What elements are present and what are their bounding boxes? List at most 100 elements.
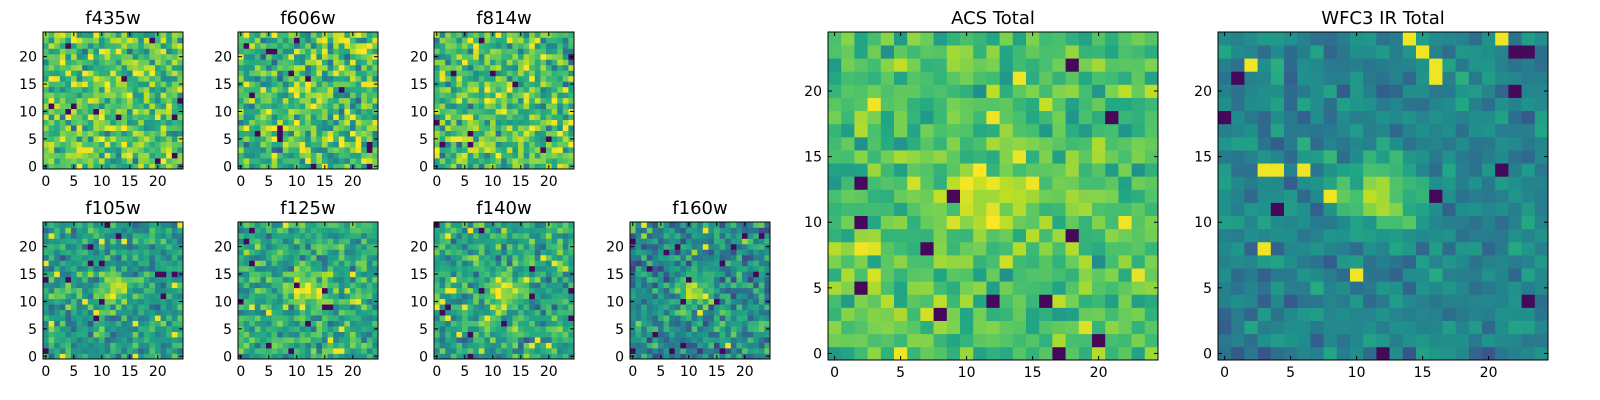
heatmap-cell	[434, 227, 440, 234]
heatmap-cell	[48, 32, 55, 38]
heatmap-cell	[104, 337, 111, 343]
heatmap-cell	[512, 158, 519, 164]
heatmap-cell	[249, 48, 256, 55]
heatmap-cell	[742, 320, 748, 327]
heatmap-cell	[828, 176, 842, 190]
heatmap-cell	[658, 265, 664, 272]
heatmap-cell	[529, 342, 536, 349]
heatmap-cell	[490, 119, 496, 126]
heatmap-f105w	[43, 222, 184, 360]
heatmap-cell	[764, 337, 771, 343]
heatmap-cell	[658, 348, 664, 354]
heatmap-cell	[166, 287, 173, 294]
heatmap-cell	[254, 75, 261, 82]
heatmap-cell	[243, 141, 250, 148]
heatmap-cell	[361, 227, 368, 234]
heatmap-cell	[439, 86, 446, 93]
heatmap-cell	[288, 75, 295, 82]
heatmap-cell	[316, 92, 323, 99]
heatmap-cell	[529, 282, 536, 289]
heatmap-cell	[658, 249, 664, 256]
heatmap-cell	[473, 48, 480, 55]
heatmap-cell	[719, 353, 726, 360]
heatmap-cell	[310, 282, 317, 289]
heatmap-cell	[730, 298, 737, 305]
heatmap-cell	[372, 260, 379, 267]
heatmap-cell	[333, 42, 340, 49]
heatmap-cell	[282, 136, 289, 142]
heatmap-cell	[350, 249, 356, 256]
heatmap-cell	[540, 37, 547, 44]
heatmap-cell	[166, 147, 173, 153]
heatmap-cell	[462, 298, 468, 305]
heatmap-cell	[288, 59, 295, 66]
heatmap-cell	[243, 271, 250, 278]
heatmap-cell	[266, 326, 272, 332]
heatmap-cell	[501, 37, 508, 44]
heatmap-cell	[43, 37, 49, 44]
heatmap-cell	[350, 287, 356, 294]
heatmap-cell	[562, 119, 569, 126]
heatmap-cell	[127, 293, 133, 300]
heatmap-cell	[691, 287, 698, 294]
heatmap-cell	[54, 163, 61, 170]
heatmap-cell	[828, 202, 842, 217]
heatmap-cell	[171, 315, 178, 321]
heatmap-cell	[288, 265, 295, 272]
heatmap-cell	[294, 37, 300, 44]
heatmap-cell	[338, 222, 345, 228]
heatmap-cell	[708, 227, 715, 234]
heatmap-cell	[344, 293, 351, 300]
heatmap-cell	[973, 281, 987, 295]
heatmap-cell	[512, 287, 519, 294]
heatmap-cell	[1039, 294, 1053, 308]
heatmap-cell	[366, 271, 373, 278]
heatmap-cell	[127, 238, 133, 245]
heatmap-cell	[506, 222, 513, 228]
heatmap-cell	[546, 53, 552, 60]
heatmap-cell	[277, 309, 284, 316]
heatmap-cell	[266, 243, 272, 250]
heatmap-cell	[1078, 294, 1093, 308]
heatmap-cell	[478, 81, 485, 88]
heatmap-cell	[529, 271, 536, 278]
heatmap-cell	[473, 136, 480, 142]
heatmap-cell	[104, 75, 111, 82]
heatmap-cell	[540, 222, 547, 228]
heatmap-cell	[110, 298, 117, 305]
heatmap-cell	[933, 163, 948, 177]
heatmap-cell	[299, 147, 306, 153]
heatmap-cell	[132, 59, 139, 66]
panel-title: f125w	[280, 198, 335, 219]
heatmap-cell	[557, 136, 564, 142]
heatmap-cell	[467, 75, 474, 82]
heatmap-cell	[310, 152, 317, 159]
heatmap-cell	[680, 309, 687, 316]
heatmap-cell	[534, 92, 541, 99]
heatmap-cell	[355, 304, 362, 311]
plot-frame	[237, 221, 379, 360]
heatmap-cell	[534, 86, 541, 93]
heatmap-cell	[271, 342, 278, 349]
heatmap-cell	[177, 147, 184, 153]
heatmap-cell	[294, 348, 300, 354]
heatmap-cell	[299, 114, 306, 121]
heatmap-cell	[546, 86, 552, 93]
heatmap-cell	[490, 271, 496, 278]
heatmap-cell	[149, 238, 156, 245]
heatmap-cell	[372, 254, 379, 261]
heatmap-cell	[490, 260, 496, 267]
x-tick-label: 5	[69, 174, 78, 190]
heatmap-cell	[1105, 320, 1119, 335]
heatmap-cell	[742, 243, 748, 250]
heatmap-cell	[254, 59, 261, 66]
heatmap-cell	[512, 92, 519, 99]
heatmap-cell	[338, 309, 345, 316]
heatmap-cell	[254, 97, 261, 104]
heatmap-cell	[132, 260, 139, 267]
heatmap-cell	[171, 254, 178, 261]
heatmap-cell	[43, 249, 49, 256]
heatmap-cell	[484, 114, 491, 121]
heatmap-cell	[282, 287, 289, 294]
heatmap-cell	[138, 238, 145, 245]
